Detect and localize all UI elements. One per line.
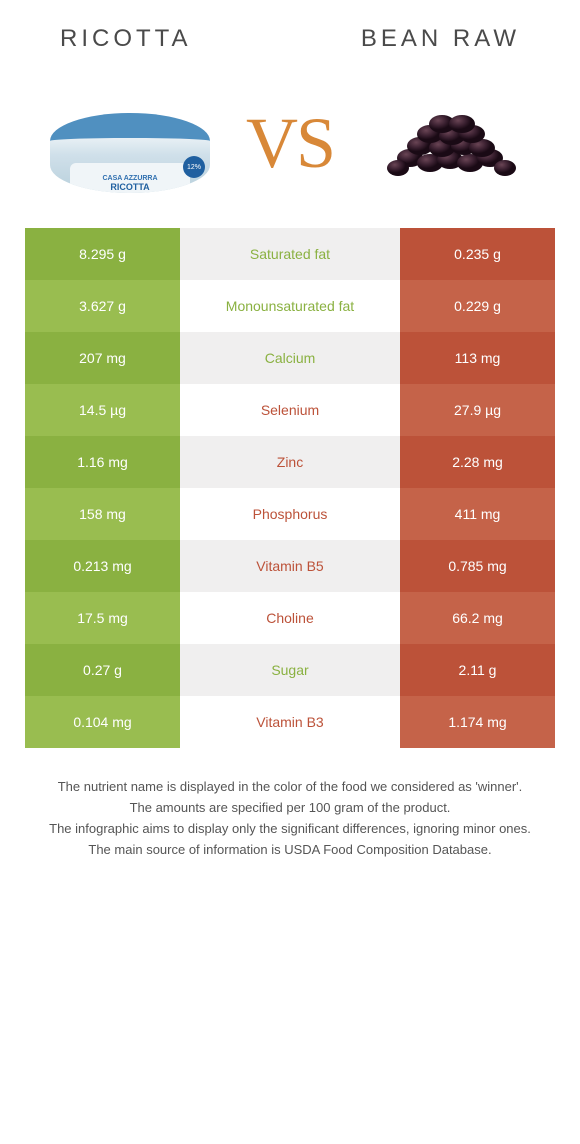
- footnote-line: The infographic aims to display only the…: [30, 820, 550, 839]
- table-row: 3.627 gMonounsaturated fat0.229 g: [25, 280, 555, 332]
- nutrient-label: Vitamin B3: [180, 696, 400, 748]
- value-right: 0.235 g: [400, 228, 555, 280]
- nutrient-label: Calcium: [180, 332, 400, 384]
- value-left: 17.5 mg: [25, 592, 180, 644]
- footnote-line: The amounts are specified per 100 gram o…: [30, 799, 550, 818]
- table-row: 14.5 µgSelenium27.9 µg: [25, 384, 555, 436]
- header-row: RICOTTA BEAN RAW: [0, 0, 580, 68]
- nutrient-label: Monounsaturated fat: [180, 280, 400, 332]
- beans-icon: [370, 98, 530, 188]
- ricotta-badge: 12%: [183, 156, 205, 178]
- value-left: 1.16 mg: [25, 436, 180, 488]
- comparison-table: 8.295 gSaturated fat0.235 g3.627 gMonoun…: [25, 228, 555, 748]
- nutrient-label: Zinc: [180, 436, 400, 488]
- table-row: 0.213 mgVitamin B50.785 mg: [25, 540, 555, 592]
- value-right: 1.174 mg: [400, 696, 555, 748]
- value-right: 0.229 g: [400, 280, 555, 332]
- nutrient-label: Vitamin B5: [180, 540, 400, 592]
- nutrient-label: Selenium: [180, 384, 400, 436]
- value-right: 2.28 mg: [400, 436, 555, 488]
- value-right: 0.785 mg: [400, 540, 555, 592]
- value-left: 14.5 µg: [25, 384, 180, 436]
- value-left: 158 mg: [25, 488, 180, 540]
- table-row: 0.27 gSugar2.11 g: [25, 644, 555, 696]
- footnote-line: The nutrient name is displayed in the co…: [30, 778, 550, 797]
- value-right: 2.11 g: [400, 644, 555, 696]
- ricotta-name: RICOTTA: [110, 182, 149, 192]
- ricotta-brand: CASA AZZURRA: [102, 175, 157, 182]
- footnotes: The nutrient name is displayed in the co…: [0, 748, 580, 859]
- table-row: 17.5 mgCholine66.2 mg: [25, 592, 555, 644]
- value-left: 8.295 g: [25, 228, 180, 280]
- table-row: 8.295 gSaturated fat0.235 g: [25, 228, 555, 280]
- nutrient-label: Sugar: [180, 644, 400, 696]
- value-right: 27.9 µg: [400, 384, 555, 436]
- value-left: 3.627 g: [25, 280, 180, 332]
- table-row: 207 mgCalcium113 mg: [25, 332, 555, 384]
- nutrient-label: Saturated fat: [180, 228, 400, 280]
- table-row: 0.104 mgVitamin B31.174 mg: [25, 696, 555, 748]
- value-right: 66.2 mg: [400, 592, 555, 644]
- table-row: 1.16 mgZinc2.28 mg: [25, 436, 555, 488]
- beans-image: [370, 88, 530, 198]
- value-left: 0.27 g: [25, 644, 180, 696]
- nutrient-label: Choline: [180, 592, 400, 644]
- vs-label: VS: [246, 102, 334, 185]
- ricotta-image: CASA AZZURRA RICOTTA 12%: [50, 88, 210, 198]
- value-left: 0.104 mg: [25, 696, 180, 748]
- value-left: 207 mg: [25, 332, 180, 384]
- title-bean-raw: BEAN RAW: [361, 25, 520, 53]
- nutrient-label: Phosphorus: [180, 488, 400, 540]
- value-left: 0.213 mg: [25, 540, 180, 592]
- title-ricotta: RICOTTA: [60, 25, 192, 53]
- footnote-line: The main source of information is USDA F…: [30, 841, 550, 860]
- value-right: 411 mg: [400, 488, 555, 540]
- images-row: CASA AZZURRA RICOTTA 12% VS: [0, 68, 580, 228]
- table-row: 158 mgPhosphorus411 mg: [25, 488, 555, 540]
- value-right: 113 mg: [400, 332, 555, 384]
